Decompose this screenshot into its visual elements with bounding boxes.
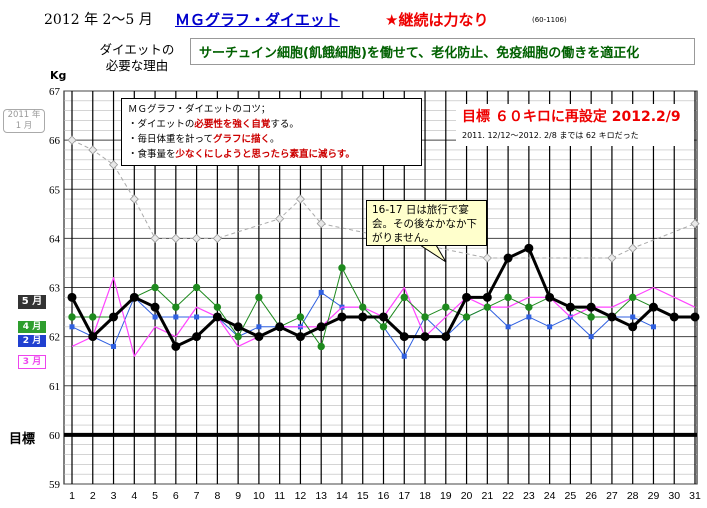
legend-jan-line2: 1 月 <box>4 121 44 132</box>
goal-line-label: 目標 <box>9 428 35 447</box>
legend-apr-badge: 4 月 <box>18 321 46 333</box>
trip-note-pointer <box>0 0 707 508</box>
legend-jan-line1: 2011 年 <box>4 110 44 121</box>
legend-jan-badge: 2011 年 1 月 <box>3 109 45 133</box>
trip-note: 16-17 日は旅行で宴会。その後なかなか下がりません。 <box>366 200 487 246</box>
legend-feb-badge: 2 月 <box>18 335 46 347</box>
legend-may-badge: 5 月 <box>18 295 46 309</box>
legend-mar-badge: 3 月 <box>18 355 46 369</box>
